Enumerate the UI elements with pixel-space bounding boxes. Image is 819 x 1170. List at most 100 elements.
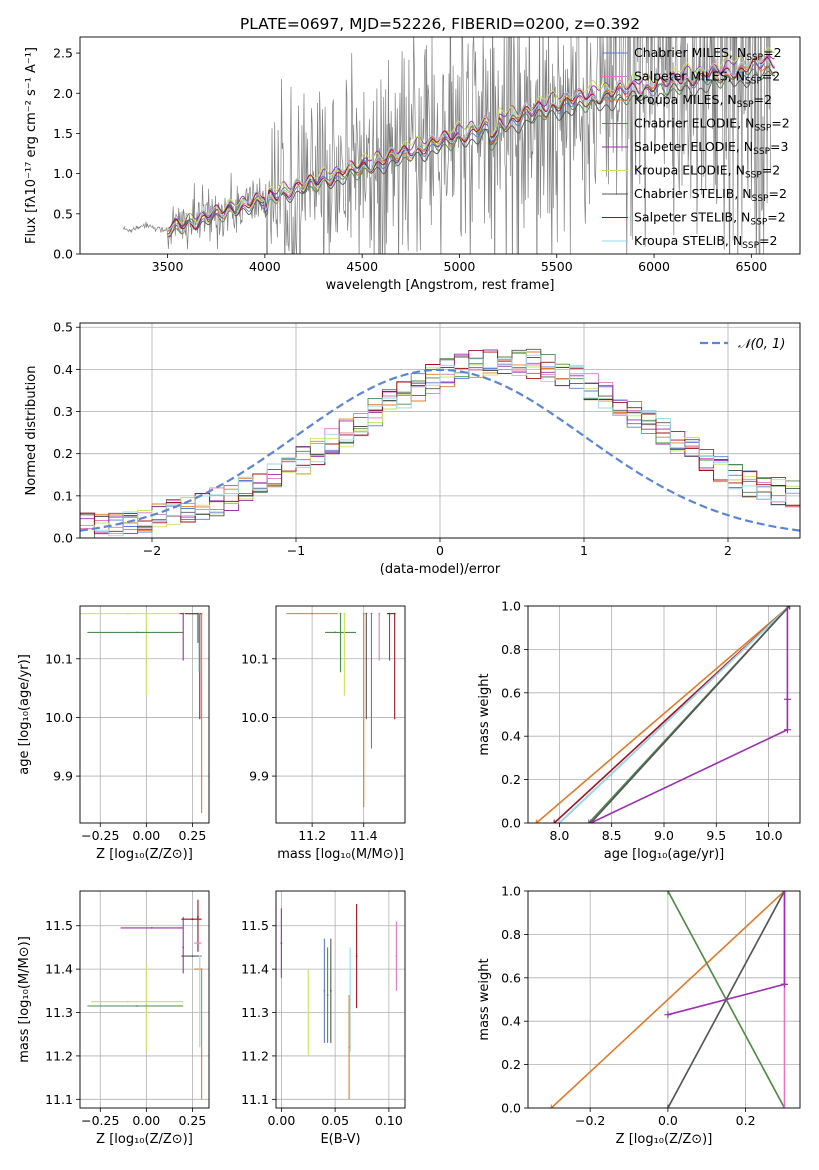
y-tick-label: 0.4 bbox=[501, 1014, 521, 1029]
x-tick-label: 10.0 bbox=[755, 828, 783, 843]
data-point bbox=[200, 968, 203, 971]
axes-frame bbox=[527, 890, 801, 1109]
data-point bbox=[343, 612, 346, 615]
cumulative-line-chabrier-stelib bbox=[590, 606, 791, 823]
x-tick-label: 0.10 bbox=[375, 1113, 403, 1128]
y-axis-label: mass weight bbox=[477, 673, 492, 755]
axes-frame bbox=[79, 890, 210, 1109]
y-axis-label: mass [log₁₀(M/M⊙)] bbox=[17, 936, 32, 1063]
cumulative-line-salpeter-elodie bbox=[590, 606, 789, 823]
y-axis-label: Normed distribution bbox=[24, 366, 39, 496]
y-tick-label: 11.4 bbox=[241, 962, 269, 977]
cumulative-marker bbox=[783, 606, 791, 610]
x-tick-label: 0.25 bbox=[178, 1113, 206, 1128]
y-tick-label: 11.5 bbox=[45, 918, 73, 933]
panel-mass_vs_Z: −0.25 0.00 0.25 11.1 11.2 11.3 11.4 11.5 Z [log₁… bbox=[17, 890, 210, 1147]
x-tick-label: 4500 bbox=[346, 259, 378, 274]
y-tick-label: 11.4 bbox=[45, 962, 73, 977]
cumulative-marker bbox=[783, 695, 791, 703]
data-point bbox=[136, 1005, 139, 1007]
x-tick-label: 0.0 bbox=[658, 1113, 678, 1128]
cumulative-marker bbox=[555, 819, 563, 823]
y-tick-label: 0.8 bbox=[501, 927, 521, 942]
x-tick-label: 5500 bbox=[541, 259, 573, 274]
data-point bbox=[136, 631, 139, 634]
y-axis-label: Flux [fλ10⁻¹⁷ erg cm⁻² s⁻¹ A⁻¹] bbox=[24, 47, 39, 244]
y-tick-label: 0.0 bbox=[501, 1101, 521, 1116]
data-point bbox=[191, 918, 194, 921]
legend-label: Salpeter STELIB, NSSP=2 bbox=[634, 210, 786, 228]
data-point bbox=[127, 612, 129, 615]
x-tick-label: −1 bbox=[287, 543, 305, 558]
panel-mass_vs_ebv: 0.00 0.05 0.10 11.1 11.2 11.3 11.4 11.5 E(B-V) bbox=[241, 890, 406, 1147]
y-tick-label: 0.6 bbox=[501, 970, 521, 985]
x-axis-label: (data-model)/error bbox=[380, 562, 501, 577]
plot-area bbox=[532, 606, 794, 823]
cumulative-line-salpeter-elodie bbox=[667, 891, 786, 1016]
data-point bbox=[395, 955, 398, 957]
histogram-kroupa-stelib bbox=[80, 354, 800, 538]
x-tick-label: 8.0 bbox=[549, 828, 569, 843]
y-tick-label: 0.8 bbox=[501, 642, 521, 657]
axes-frame bbox=[79, 605, 210, 824]
panel-residuals: −2 −1 0 1 2 0.0 0.1 0.2 0.3 0.4 0.5 (data-model)/er… bbox=[24, 320, 801, 577]
y-tick-label: 1.0 bbox=[53, 166, 73, 181]
data-point bbox=[370, 612, 373, 615]
plot-area bbox=[80, 348, 800, 538]
x-tick-label: 8.5 bbox=[602, 828, 622, 843]
y-tick-label: 11.1 bbox=[241, 1092, 269, 1107]
x-tick-label: 2 bbox=[724, 543, 732, 558]
cumulative-marker bbox=[550, 819, 558, 823]
axes-frame bbox=[275, 890, 406, 1109]
data-point bbox=[145, 1007, 148, 1010]
y-axis-label: mass weight bbox=[477, 958, 492, 1040]
data-point bbox=[145, 612, 148, 615]
axes-frame bbox=[79, 36, 801, 255]
axes-frame bbox=[79, 322, 801, 539]
data-point bbox=[191, 955, 194, 957]
x-tick-label: 9.5 bbox=[706, 828, 726, 843]
x-tick-label: 0.05 bbox=[321, 1113, 349, 1128]
y-tick-label: 0.0 bbox=[53, 531, 73, 546]
model-line-salpeter-stelib bbox=[167, 56, 775, 230]
plot-area bbox=[547, 891, 788, 1108]
y-tick-label: 11.2 bbox=[45, 1048, 73, 1063]
x-axis-label: age [log₁₀(age/yr)] bbox=[604, 847, 725, 862]
y-tick-label: 0.4 bbox=[501, 729, 521, 744]
x-tick-label: 0.00 bbox=[267, 1113, 295, 1128]
axes-frame bbox=[275, 605, 406, 824]
x-tick-label: −0.25 bbox=[81, 1113, 119, 1128]
x-axis-label: Z [log₁₀(Z/Z⊙)] bbox=[96, 847, 193, 862]
cumulative-marker bbox=[780, 1104, 788, 1108]
legend-label: Kroupa MILES, NSSP=2 bbox=[634, 92, 772, 110]
x-tick-label: 0.00 bbox=[132, 1113, 160, 1128]
y-tick-label: 0.6 bbox=[501, 685, 521, 700]
x-tick-label: 0.00 bbox=[132, 828, 160, 843]
y-tick-label: 0.3 bbox=[53, 404, 73, 419]
y-tick-label: 1.0 bbox=[501, 884, 521, 899]
y-tick-label: 2.0 bbox=[53, 86, 73, 101]
cumulative-marker bbox=[664, 1104, 672, 1108]
cumulative-line-kroupa-miles bbox=[535, 606, 791, 823]
cumulative-marker bbox=[532, 819, 540, 823]
x-tick-label: −0.25 bbox=[81, 828, 119, 843]
y-tick-label: 9.9 bbox=[53, 769, 73, 784]
y-tick-label: 11.3 bbox=[45, 1005, 73, 1020]
x-tick-label: −2 bbox=[143, 543, 161, 558]
panel-cumulative_mass_vs_Z: −0.2 0.0 0.2 0.0 0.2 0.4 0.6 0.8 1.0 Z [log₁₀(Z/Z… bbox=[477, 884, 801, 1147]
x-tick-label: 11.2 bbox=[298, 828, 326, 843]
data-point bbox=[198, 955, 201, 957]
x-axis-label: E(B-V) bbox=[320, 1132, 360, 1147]
data-point bbox=[339, 612, 342, 615]
y-tick-label: 10.1 bbox=[241, 651, 269, 666]
cumulative-marker bbox=[786, 606, 794, 610]
y-tick-label: 1.0 bbox=[501, 599, 521, 614]
y-tick-label: 10.1 bbox=[45, 651, 73, 666]
y-tick-label: 2.5 bbox=[53, 46, 73, 61]
data-point bbox=[200, 612, 203, 615]
x-tick-label: 4000 bbox=[249, 259, 281, 274]
x-tick-label: 6000 bbox=[638, 259, 670, 274]
data-point bbox=[349, 998, 352, 1001]
data-point bbox=[311, 612, 314, 615]
